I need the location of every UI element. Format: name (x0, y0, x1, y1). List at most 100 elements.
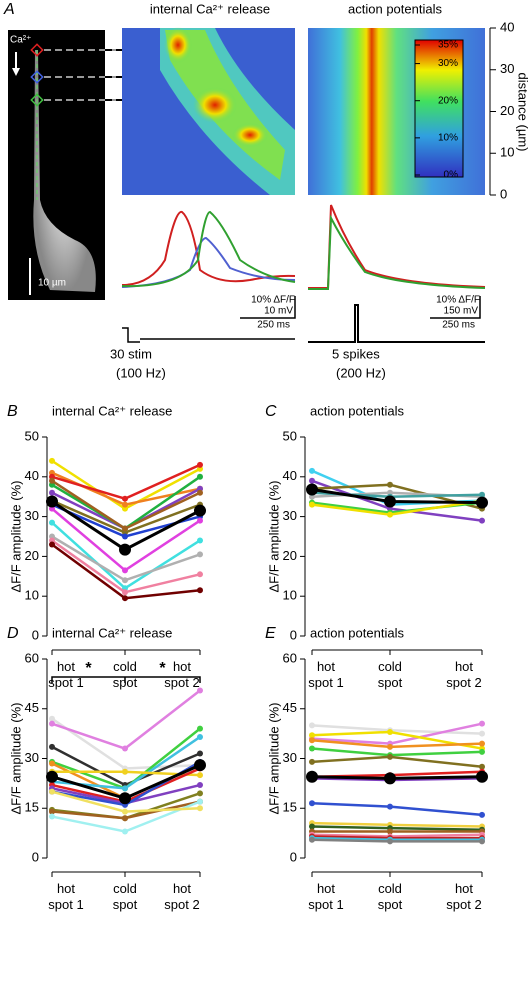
data-point (122, 577, 128, 584)
data-point (479, 720, 485, 727)
trace (121, 210, 296, 288)
neuron (33, 50, 96, 292)
data-point (479, 748, 485, 755)
data-point (309, 722, 315, 729)
trace (308, 204, 486, 289)
data-point (119, 792, 131, 805)
data-point (387, 753, 393, 760)
y-tick-label: 30 (283, 508, 297, 523)
significance-mark: * (159, 660, 166, 677)
data-point (306, 483, 318, 496)
y-tick-label: 0 (32, 849, 39, 864)
data-point (309, 823, 315, 830)
data-point (479, 491, 485, 498)
data-point (194, 759, 206, 772)
data-point (122, 495, 128, 502)
x-tick-label: hot spot 2 (164, 659, 199, 690)
roi (30, 43, 44, 57)
data-point (197, 489, 203, 496)
data-point (197, 798, 203, 805)
data-point (476, 496, 488, 509)
y-tick-label: 30 (283, 750, 297, 765)
colorbar-label: 10% (438, 132, 458, 143)
data-point (122, 595, 128, 602)
stim-label: (100 Hz) (116, 365, 166, 380)
tick-label: 20 (500, 103, 514, 118)
data-point (387, 481, 393, 488)
data-point (309, 836, 315, 843)
data-point (49, 808, 55, 815)
series-line (311, 747, 483, 757)
data-point (479, 811, 485, 818)
data-point (49, 541, 55, 548)
data-point (122, 589, 128, 596)
heatmap-title: action potentials (348, 1, 442, 16)
data-point (384, 772, 396, 785)
data-point (49, 720, 55, 727)
data-point (197, 587, 203, 594)
scale-label: 150 mV (444, 306, 479, 317)
data-point (479, 740, 485, 747)
scale-bar (240, 296, 296, 319)
y-tick-label: 30 (25, 508, 39, 523)
data-point (122, 501, 128, 508)
data-point (309, 477, 315, 484)
stim-label: (200 Hz) (336, 365, 386, 380)
tick-label: 0 (500, 186, 507, 201)
stim-label: 30 stim (110, 346, 152, 361)
y-tick-label: 50 (25, 428, 39, 443)
panel-label: C (265, 403, 277, 420)
data-point (194, 504, 206, 517)
y-tick-label: 20 (25, 548, 39, 563)
data-point (384, 495, 396, 508)
colorbar-label: 0% (444, 170, 459, 181)
x-tick-label: cold spot (378, 881, 403, 912)
data-point (49, 457, 55, 464)
data-point (49, 477, 55, 484)
trace (121, 236, 296, 288)
data-point (197, 733, 203, 740)
heatmap-title: internal Ca²⁺ release (150, 1, 270, 16)
colorbar-label: 35% (438, 40, 458, 51)
data-point (197, 805, 203, 812)
y-tick-label: 20 (283, 548, 297, 563)
data-point (197, 571, 203, 578)
data-point (197, 537, 203, 544)
significance-bracket (51, 676, 201, 683)
x-tick-label: hot spot 2 (164, 881, 199, 912)
data-point (309, 737, 315, 744)
y-axis-label: ΔF/F amplitude (%) (8, 703, 23, 815)
series-line (51, 717, 201, 770)
data-point (49, 760, 55, 767)
y-tick-label: 50 (283, 428, 297, 443)
y-tick-label: 0 (32, 627, 39, 642)
data-point (197, 750, 203, 757)
data-point (49, 813, 55, 820)
series-line (311, 755, 483, 769)
x-tick-label: cold spot (113, 881, 138, 912)
data-point (479, 517, 485, 524)
y-tick-label: 15 (283, 800, 297, 815)
data-point (479, 838, 485, 845)
scale-label: 250 ms (257, 320, 290, 331)
stim-trace (308, 304, 485, 343)
data-point (119, 543, 131, 556)
data-point (387, 803, 393, 810)
data-point (387, 828, 393, 835)
data-point (306, 770, 318, 783)
data-point (122, 785, 128, 792)
data-point (49, 788, 55, 795)
y-tick-label: 45 (25, 700, 39, 715)
data-point (387, 511, 393, 518)
panel-label: D (7, 625, 19, 642)
data-point (122, 815, 128, 822)
data-point (387, 743, 393, 750)
x-tick-label: hot spot 1 (48, 659, 83, 690)
tick-label: 30 (500, 61, 514, 76)
data-point (479, 730, 485, 737)
y-axis-label: ΔF/F amplitude (%) (266, 481, 281, 593)
x-tick-label: hot spot 2 (446, 881, 481, 912)
